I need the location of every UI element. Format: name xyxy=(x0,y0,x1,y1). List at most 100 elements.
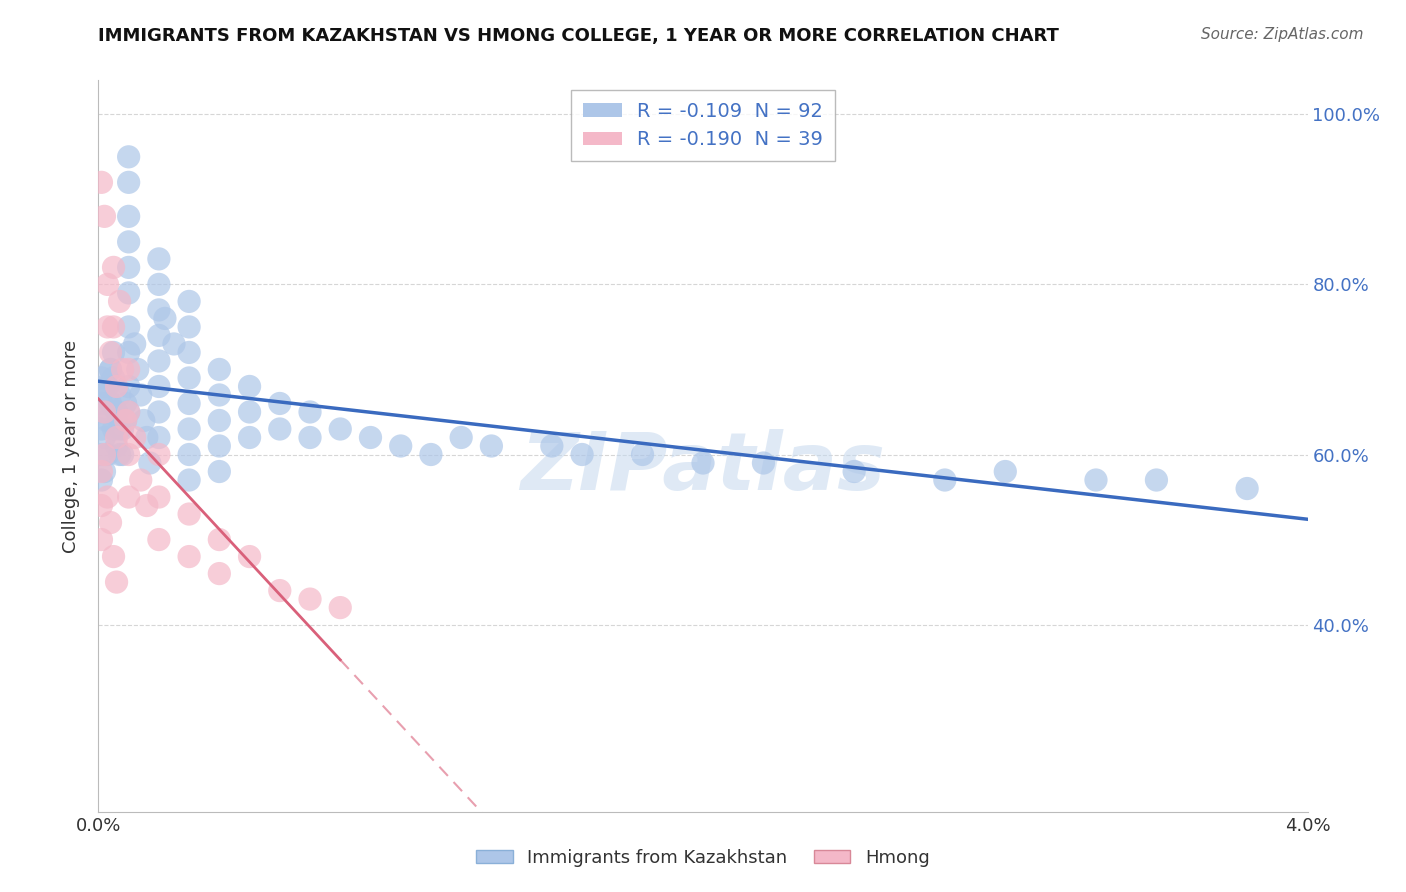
Point xyxy=(96,490,118,504)
Point xyxy=(135,430,157,444)
Point xyxy=(108,294,131,309)
Point xyxy=(103,320,125,334)
Point xyxy=(103,422,125,436)
Point xyxy=(90,422,112,436)
Point xyxy=(208,388,231,402)
Text: ZIPatlas: ZIPatlas xyxy=(520,429,886,507)
Point xyxy=(299,430,322,444)
Point xyxy=(90,499,112,513)
Point xyxy=(329,422,352,436)
Point xyxy=(148,354,170,368)
Point xyxy=(111,362,134,376)
Point xyxy=(148,448,170,462)
Point xyxy=(108,422,131,436)
Point xyxy=(114,413,136,427)
Point xyxy=(269,583,291,598)
Point xyxy=(90,448,112,462)
Point xyxy=(129,473,152,487)
Point xyxy=(239,405,262,419)
Point xyxy=(93,465,115,479)
Point xyxy=(90,371,112,385)
Point xyxy=(103,549,125,564)
Point xyxy=(118,362,141,376)
Point xyxy=(100,516,122,530)
Point xyxy=(124,337,146,351)
Point xyxy=(96,448,118,462)
Point xyxy=(90,175,112,189)
Point xyxy=(96,277,118,292)
Point xyxy=(90,396,112,410)
Point xyxy=(118,405,141,419)
Point xyxy=(103,371,125,385)
Point xyxy=(100,345,122,359)
Point xyxy=(93,405,115,419)
Point xyxy=(752,456,775,470)
Point xyxy=(269,422,291,436)
Point xyxy=(179,345,201,359)
Point xyxy=(153,311,176,326)
Y-axis label: College, 1 year or more: College, 1 year or more xyxy=(62,340,80,552)
Point xyxy=(148,328,170,343)
Point xyxy=(118,210,141,224)
Point xyxy=(96,388,118,402)
Point xyxy=(148,533,170,547)
Point xyxy=(179,422,201,436)
Point xyxy=(127,362,149,376)
Point xyxy=(239,549,262,564)
Point xyxy=(90,533,112,547)
Point xyxy=(148,430,170,444)
Point xyxy=(179,396,201,410)
Point xyxy=(93,405,115,419)
Point xyxy=(93,379,115,393)
Point xyxy=(105,430,128,444)
Point xyxy=(389,439,412,453)
Point xyxy=(96,413,118,427)
Point xyxy=(631,448,654,462)
Point xyxy=(540,439,562,453)
Point xyxy=(148,302,170,317)
Point xyxy=(118,448,141,462)
Point xyxy=(208,566,231,581)
Point xyxy=(124,430,146,444)
Point xyxy=(100,396,122,410)
Point xyxy=(239,379,262,393)
Point xyxy=(105,439,128,453)
Text: IMMIGRANTS FROM KAZAKHSTAN VS HMONG COLLEGE, 1 YEAR OR MORE CORRELATION CHART: IMMIGRANTS FROM KAZAKHSTAN VS HMONG COLL… xyxy=(98,27,1059,45)
Point xyxy=(179,320,201,334)
Point xyxy=(179,473,201,487)
Point xyxy=(129,388,152,402)
Point xyxy=(1085,473,1108,487)
Point xyxy=(692,456,714,470)
Point xyxy=(481,439,503,453)
Text: Source: ZipAtlas.com: Source: ZipAtlas.com xyxy=(1201,27,1364,42)
Point xyxy=(208,413,231,427)
Point xyxy=(360,430,382,444)
Point xyxy=(1236,482,1258,496)
Point xyxy=(103,260,125,275)
Point xyxy=(105,405,128,419)
Point xyxy=(239,430,262,444)
Legend: R = -0.109  N = 92, R = -0.190  N = 39: R = -0.109 N = 92, R = -0.190 N = 39 xyxy=(571,90,835,161)
Point xyxy=(96,379,118,393)
Point xyxy=(96,320,118,334)
Point xyxy=(118,235,141,249)
Point xyxy=(208,362,231,376)
Point xyxy=(118,320,141,334)
Point xyxy=(179,371,201,385)
Point xyxy=(118,490,141,504)
Point xyxy=(329,600,352,615)
Point xyxy=(118,150,141,164)
Point xyxy=(114,396,136,410)
Point xyxy=(93,448,115,462)
Point xyxy=(132,413,155,427)
Point xyxy=(93,210,115,224)
Point xyxy=(118,260,141,275)
Point xyxy=(108,388,131,402)
Point xyxy=(103,345,125,359)
Point xyxy=(111,422,134,436)
Point xyxy=(118,175,141,189)
Point xyxy=(934,473,956,487)
Legend: Immigrants from Kazakhstan, Hmong: Immigrants from Kazakhstan, Hmong xyxy=(470,842,936,874)
Point xyxy=(148,490,170,504)
Point xyxy=(208,465,231,479)
